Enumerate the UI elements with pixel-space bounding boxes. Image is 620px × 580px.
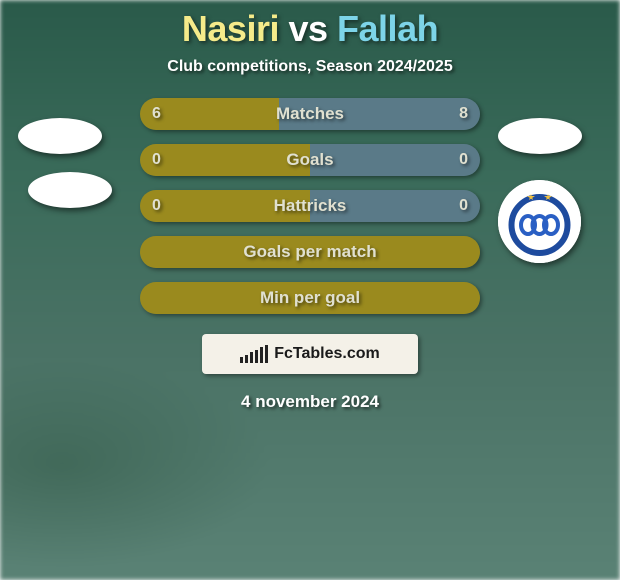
- bar-row-2: Hattricks 0 0: [140, 190, 480, 222]
- chart-bar-icon: [265, 345, 268, 363]
- bar-left-fill: [140, 144, 310, 176]
- bar-row-0: Matches 6 8: [140, 98, 480, 130]
- bar-label: Matches: [276, 104, 344, 124]
- chart-bar-icon: [260, 347, 263, 363]
- bar-row-3: Goals per match: [140, 236, 480, 268]
- bar-value-right: 8: [459, 105, 468, 123]
- chart-icon: [240, 345, 268, 363]
- title-vs: vs: [288, 8, 327, 49]
- bar-label: Goals per match: [243, 242, 376, 262]
- date-text: 4 november 2024: [241, 392, 379, 412]
- page-title: Nasiri vs Fallah: [182, 8, 438, 50]
- bar-label: Min per goal: [260, 288, 360, 308]
- bar-right-fill: [310, 144, 480, 176]
- chart-bar-icon: [255, 350, 258, 363]
- fctables-logo: FcTables.com: [240, 345, 380, 363]
- chart-bar-icon: [250, 352, 253, 363]
- comparison-bars: Matches 6 8 Goals 0 0 Hattricks 0 0 Goals per mat…: [140, 98, 480, 314]
- bar-value-left: 6: [152, 105, 161, 123]
- bar-value-right: 0: [459, 151, 468, 169]
- bar-value-left: 0: [152, 151, 161, 169]
- chart-bar-icon: [240, 357, 243, 363]
- bar-row-4: Min per goal: [140, 282, 480, 314]
- fctables-text: FcTables.com: [274, 345, 380, 363]
- bar-row-1: Goals 0 0: [140, 144, 480, 176]
- bar-value-right: 0: [459, 197, 468, 215]
- main-content: Nasiri vs Fallah Club competitions, Seas…: [0, 0, 620, 412]
- title-player2: Fallah: [337, 8, 438, 49]
- fctables-badge: FcTables.com: [202, 334, 418, 374]
- bar-value-left: 0: [152, 197, 161, 215]
- bar-label: Hattricks: [274, 196, 347, 216]
- title-player1: Nasiri: [182, 8, 279, 49]
- subtitle: Club competitions, Season 2024/2025: [167, 58, 452, 76]
- chart-bar-icon: [245, 355, 248, 363]
- bar-label: Goals: [286, 150, 333, 170]
